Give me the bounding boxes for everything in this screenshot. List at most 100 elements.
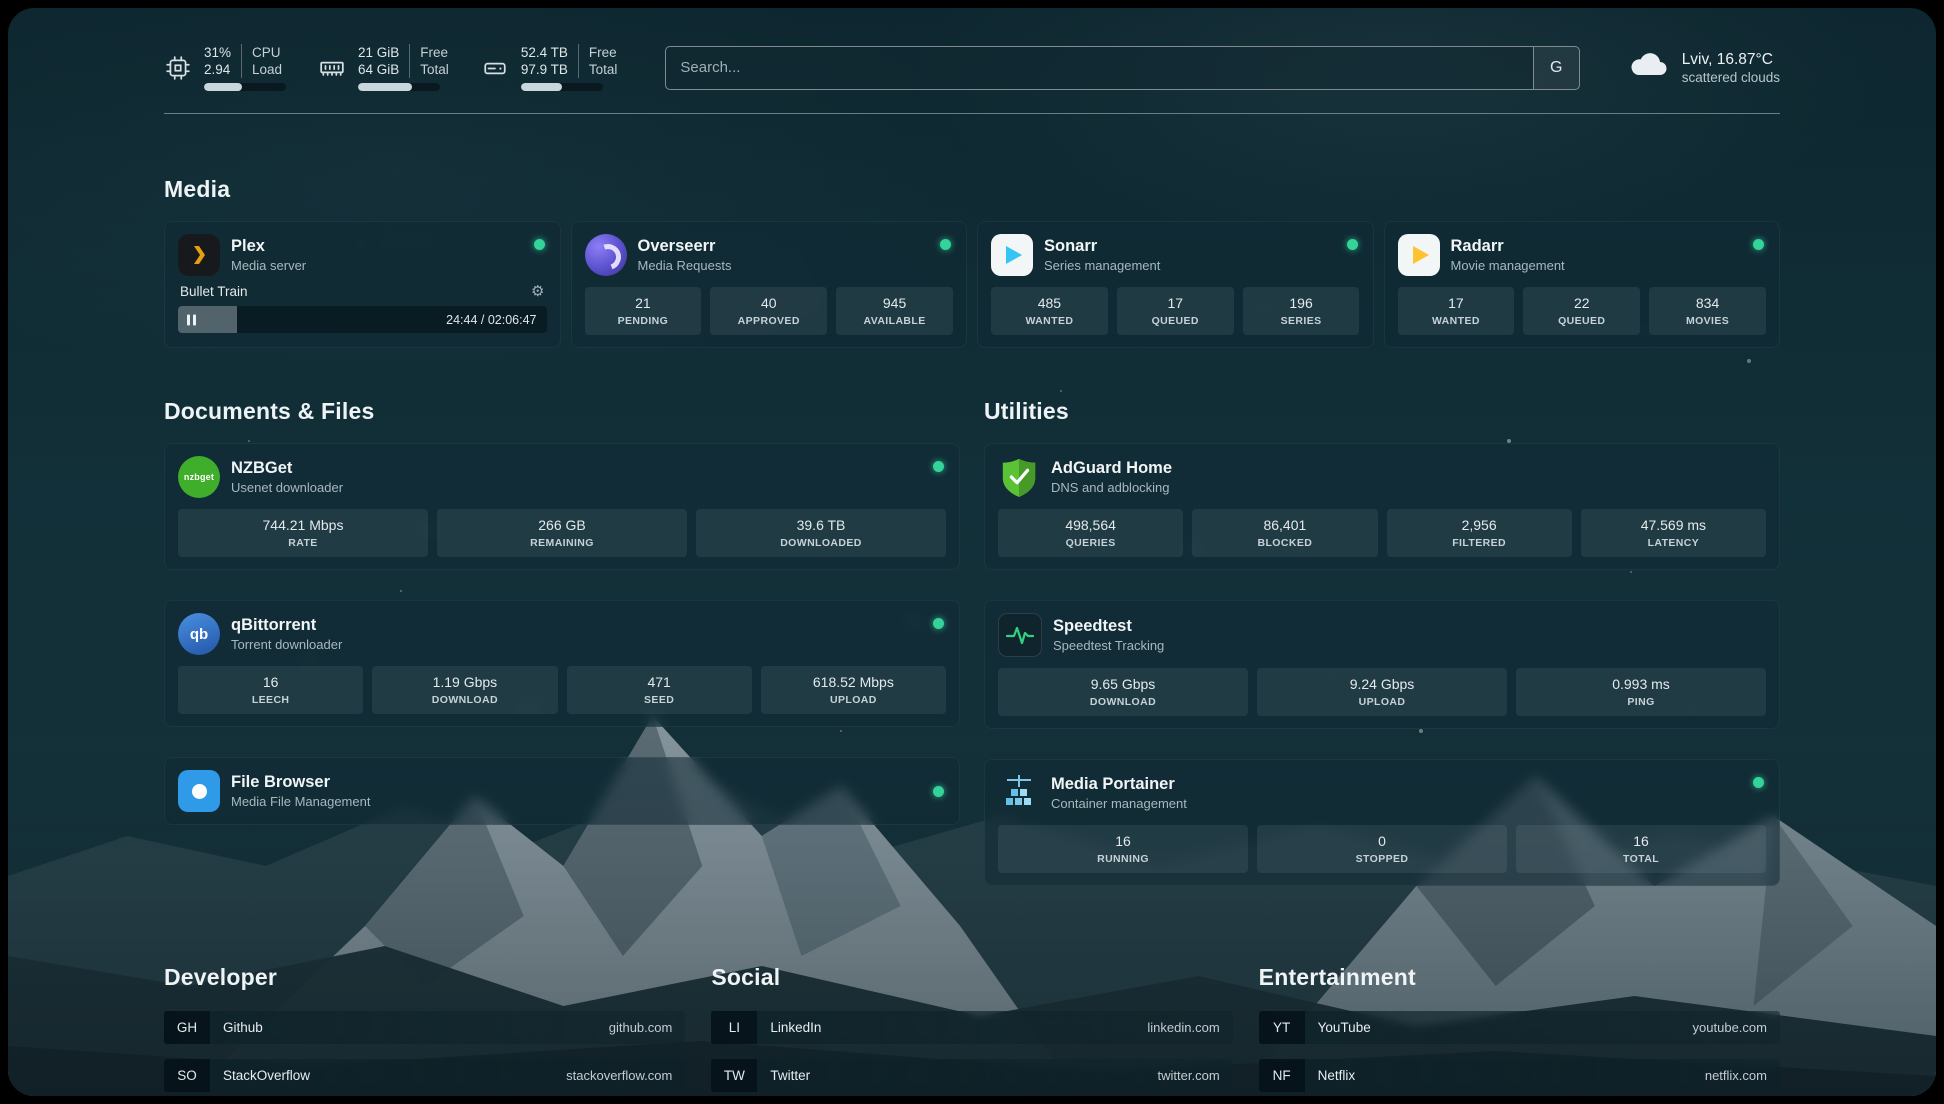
service-description: Media Requests [637,258,732,273]
bookmarks-social: Social LI LinkedIn linkedin.com TW Twitt… [711,964,1233,1096]
stat-remaining: 266 GB REMAINING [437,509,687,557]
disk-free-value: 52.4 TB [520,45,568,60]
bookmark-youtube[interactable]: YT YouTube youtube.com [1258,1011,1780,1044]
service-name: Sonarr [1044,237,1098,255]
bookmark-name: YouTube [1317,1020,1371,1035]
stat-download: 1.19 Gbps DOWNLOAD [372,666,558,714]
playback-time: 24:44 / 02:06:47 [446,312,537,327]
speedtest-icon [998,613,1042,657]
disk-free-label: Free [588,45,617,60]
top-bar: 31% 2.94 CPU Load [164,44,1780,91]
status-dot [933,786,944,797]
service-name: Plex [231,237,265,255]
disk-total-value: 97.9 TB [520,62,568,77]
service-description: Speedtest Tracking [1053,638,1165,653]
cloud-icon [1628,49,1670,86]
bookmark-name: LinkedIn [770,1020,822,1035]
service-description: Media server [231,258,307,273]
bookmark-name: Github [223,1020,263,1035]
service-card-portainer[interactable]: Media Portainer Container management 16 R… [984,759,1780,886]
section-title-developer: Developer [164,964,278,990]
service-description: Series management [1044,258,1161,273]
bookmark-linkedin[interactable]: LI LinkedIn linkedin.com [711,1011,1233,1044]
service-card-speedtest[interactable]: Speedtest Speedtest Tracking 9.65 Gbps DO… [984,600,1780,729]
disk-widget: 52.4 TB 97.9 TB Free Total [481,44,617,91]
service-card-overseerr[interactable]: Overseerr Media Requests 21 PENDING 40 APP… [570,221,967,348]
bookmark-twitter[interactable]: TW Twitter twitter.com [711,1059,1233,1092]
memory-total-label: Total [420,62,449,77]
bookmark-url: stackoverflow.com [566,1068,673,1083]
cpu-label: CPU [252,45,281,60]
service-name: Speedtest [1053,617,1132,635]
service-name: qBittorrent [231,616,317,634]
status-dot [1753,239,1764,250]
bookmark-netflix[interactable]: NF Netflix netflix.com [1258,1059,1780,1092]
section-title-utilities: Utilities [984,398,1069,424]
search-input[interactable] [666,46,1533,89]
service-card-nzbget[interactable]: nzbget NZBGet Usenet downloader 744.21 M… [164,443,960,570]
stat-filtered: 2,956 FILTERED [1386,509,1572,557]
memory-free-label: Free [420,45,449,60]
stat-ping: 0.993 ms PING [1516,668,1766,716]
section-title-documents: Documents & Files [164,398,375,424]
memory-widget: 21 GiB 64 GiB Free Total [318,44,449,91]
service-description: Container management [1051,796,1187,811]
documents-group: Documents & Files nzbget NZBGet Usenet d… [164,398,960,886]
snow-particles [8,8,10,10]
service-card-sonarr[interactable]: Sonarr Series management 485 WANTED 17 QUE… [977,221,1374,348]
bookmark-github[interactable]: GH Github github.com [164,1011,686,1044]
service-card-filebrowser[interactable]: File Browser Media File Management [164,757,960,825]
memory-free-value: 21 GiB [358,45,400,60]
gear-icon[interactable]: ⚙ [531,283,545,300]
stat-seed: 471 SEED [566,666,752,714]
stat-queued: 22 QUEUED [1523,287,1641,335]
weather-condition: scattered clouds [1681,69,1780,85]
stat-upload: 618.52 Mbps UPLOAD [760,666,946,714]
service-card-radarr[interactable]: Radarr Movie management 17 WANTED 22 QUEUE… [1383,221,1780,348]
stat-download: 9.65 Gbps DOWNLOAD [998,668,1248,716]
stat-pending: 21 PENDING [584,287,702,335]
memory-usage-bar [358,83,440,91]
weather-widget: Lviv, 16.87°C scattered clouds [1628,49,1780,86]
stat-queued: 17 QUEUED [1116,287,1234,335]
service-name: NZBGet [231,459,293,477]
service-name: AdGuard Home [1051,459,1173,477]
stat-available: 945 AVAILABLE [836,287,953,335]
memory-icon [318,54,346,82]
filebrowser-icon [178,770,220,812]
plex-icon [178,234,220,276]
service-name: Overseerr [637,237,716,255]
playback-progress-bar[interactable]: 24:44 / 02:06:47 [178,306,547,333]
bookmark-stackoverflow[interactable]: SO StackOverflow stackoverflow.com [164,1059,686,1092]
bookmark-abbr: LI [711,1011,758,1044]
utilities-group: Utilities AdGuard Home [984,398,1780,886]
disk-usage-bar [520,83,603,91]
bookmark-url: github.com [608,1020,673,1035]
bookmark-name: Netflix [1317,1068,1356,1083]
status-dot [1346,239,1358,250]
stat-stopped: 0 STOPPED [1257,825,1507,873]
service-card-adguard[interactable]: AdGuard Home DNS and adblocking 498,564 Q… [984,443,1780,570]
cpu-load-label: Load [252,62,283,77]
bookmark-abbr: TW [711,1059,758,1092]
bookmark-url: netflix.com [1704,1068,1767,1083]
stat-downloaded: 39.6 TB DOWNLOADED [696,509,946,557]
overseerr-icon [584,234,627,276]
bookmark-name: Twitter [770,1068,811,1083]
radarr-icon [1397,234,1440,276]
cpu-usage-value: 31% [204,45,232,60]
search-provider-button[interactable]: G [1532,46,1579,89]
bookmark-name: StackOverflow [223,1068,311,1083]
disk-icon [481,54,509,82]
service-card-qbittorrent[interactable]: qb qBittorrent Torrent downloader 16 LEEC… [164,600,960,727]
qbittorrent-icon: qb [178,613,220,655]
header-divider [164,113,1780,114]
service-card-plex[interactable]: Plex Media server Bullet Train ⚙ 24:44 /… [164,221,561,348]
stat-total: 16 TOTAL [1516,825,1766,873]
pause-icon[interactable] [187,314,196,325]
stat-movies: 834 MOVIES [1649,287,1766,335]
stat-leech: 16 LEECH [178,666,364,714]
status-dot [933,461,944,472]
weather-location: Lviv, 16.87°C [1681,50,1773,68]
dashboard-screen: 31% 2.94 CPU Load [8,8,1936,1096]
